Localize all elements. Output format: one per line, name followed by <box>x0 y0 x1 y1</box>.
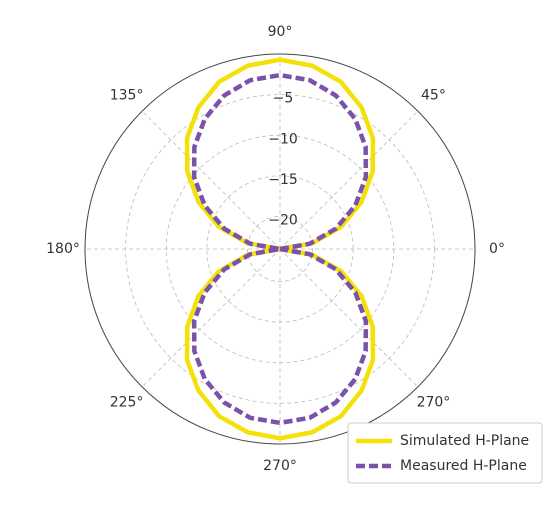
grid-circle <box>247 216 313 282</box>
legend-box <box>347 422 543 484</box>
theta-tick-label: 90° <box>268 24 293 40</box>
r-tick-label: −15 <box>268 172 298 188</box>
theta-tick-label: 270° <box>417 394 451 410</box>
grid-spoke <box>141 110 281 250</box>
theta-tick-label: 180° <box>46 241 80 257</box>
theta-tick-label: 270° <box>263 458 297 474</box>
legend-label: Simulated H-Plane <box>400 433 529 449</box>
theta-tick-label: 135° <box>110 88 144 104</box>
theta-tick-label: 0° <box>489 241 505 257</box>
series-line <box>191 72 369 426</box>
r-tick-label: −5 <box>273 91 294 107</box>
r-tick-label: −10 <box>268 131 298 147</box>
r-tick-label: −20 <box>268 213 298 229</box>
grid-spoke <box>279 110 419 250</box>
outer-circle <box>84 53 476 445</box>
theta-tick-label: 45° <box>421 88 446 104</box>
legend-label: Measured H-Plane <box>400 458 527 474</box>
legend: Simulated H-Plane Measured H-Plane <box>347 422 543 484</box>
grid-spoke <box>141 248 281 388</box>
theta-tick-label: 225° <box>110 394 144 410</box>
grid-spoke <box>279 248 419 388</box>
